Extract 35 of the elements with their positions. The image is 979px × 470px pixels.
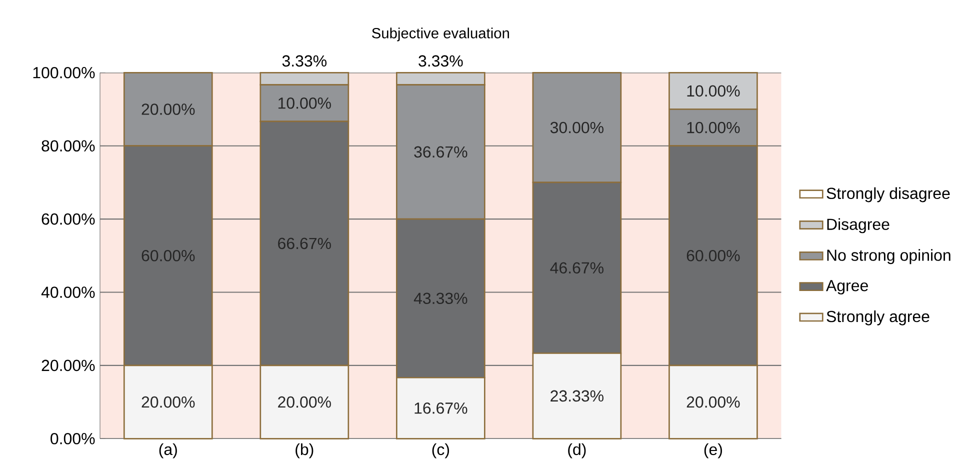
data-label: 20.00% [142, 396, 195, 408]
data-label: 10.00% [687, 85, 740, 97]
y-tick-label: 60.00% [42, 213, 95, 225]
data-label: 23.33% [550, 390, 604, 402]
data-label: 3.33% [418, 55, 463, 67]
x-tick-label: (d) [568, 443, 586, 458]
data-label: 20.00% [686, 396, 740, 408]
data-label: 16.67% [414, 402, 468, 414]
legend-label: Agree [826, 280, 868, 294]
data-label: 20.00% [278, 396, 331, 408]
data-label: 30.00% [550, 122, 604, 134]
data-label: 3.33% [282, 55, 327, 67]
legend-label: Strongly disagree [826, 187, 950, 202]
y-tick-label: 0.00% [50, 432, 95, 444]
y-tick-label: 20.00% [42, 360, 95, 372]
chart-title: Subjective evaluation [372, 28, 509, 42]
data-label: 43.33% [414, 292, 468, 304]
legend-label: Strongly agree [826, 310, 930, 326]
y-tick-label: 100.00% [33, 67, 95, 78]
y-tick-label: 80.00% [42, 140, 95, 152]
x-tick-label: (e) [704, 443, 722, 458]
data-label: 60.00% [686, 250, 740, 262]
legend-label: No strong opinion [827, 249, 950, 264]
data-label: 46.67% [550, 262, 604, 274]
y-tick-label: 40.00% [41, 286, 95, 298]
data-label: 36.67% [414, 146, 468, 158]
data-label: 66.67% [278, 238, 331, 250]
data-label: 20.00% [142, 104, 195, 115]
data-label: 10.00% [278, 97, 331, 109]
x-tick-label: (a) [159, 443, 177, 458]
x-tick-label: (c) [432, 443, 449, 458]
legend-label: Disagree [827, 218, 890, 234]
data-label: 10.00% [687, 122, 740, 134]
data-label: 60.00% [142, 250, 195, 262]
x-tick-label: (b) [296, 443, 314, 458]
